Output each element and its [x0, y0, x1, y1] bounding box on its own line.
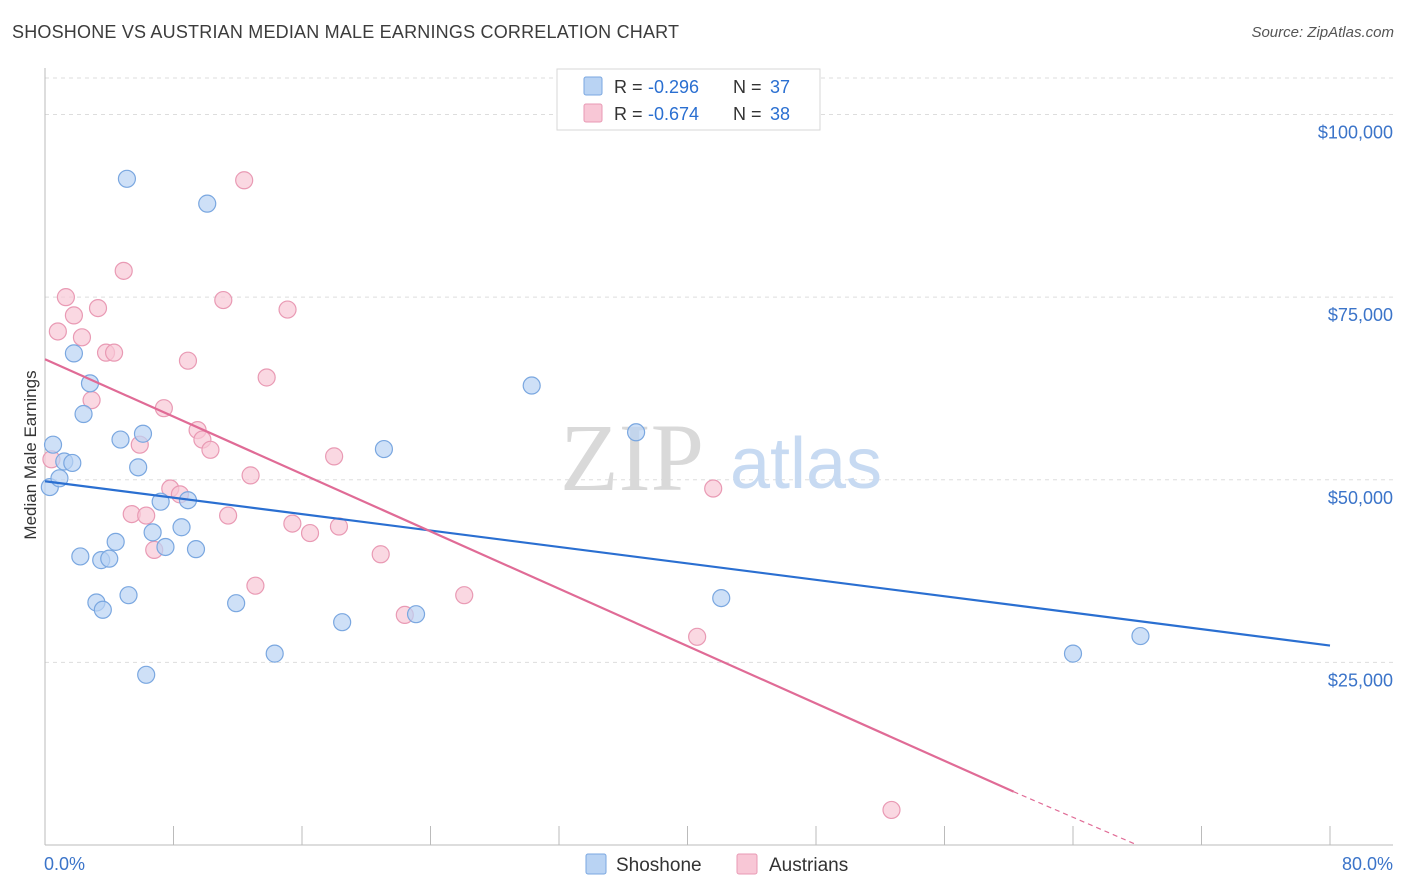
austrians-point	[882, 800, 901, 820]
shoshone-point	[1063, 644, 1083, 663]
austrians-point	[300, 523, 320, 543]
grid-lines	[45, 77, 1393, 663]
y-tick-label: $25,000	[1328, 670, 1393, 690]
y-tick-label: $100,000	[1318, 123, 1393, 143]
austrians-point	[235, 171, 254, 190]
shoshone-point	[137, 665, 156, 684]
shoshone-point	[43, 435, 63, 454]
shoshone-point	[74, 404, 93, 424]
austrians-point	[56, 288, 75, 307]
austrians-point	[72, 328, 92, 347]
shoshone-point	[522, 376, 541, 395]
austrians-point	[104, 343, 124, 362]
austrians-point	[219, 506, 238, 525]
y-axis-label: Median Male Earnings	[21, 370, 40, 539]
austrians-point	[283, 514, 302, 533]
shoshone-point	[71, 547, 90, 566]
austrians-point	[88, 299, 108, 318]
bottom-legend-label-shoshone: Shoshone	[616, 855, 702, 876]
chart-source: Source: ZipAtlas.com	[1251, 24, 1394, 41]
shoshone-point	[111, 430, 130, 449]
x-ticks	[44, 826, 1331, 845]
shoshone-point	[626, 423, 646, 442]
austrians-point	[48, 322, 67, 341]
austrians-trend-line	[44, 358, 1015, 793]
shoshone-point	[100, 549, 119, 568]
correlation-legend: R = -0.296 N = 37 R = -0.674 N = 38	[556, 68, 821, 131]
shoshone-point	[133, 424, 153, 443]
shoshone-point	[186, 540, 206, 559]
austrians-point	[246, 576, 265, 595]
shoshone-point	[143, 523, 162, 542]
legend-r-label-2: R =	[614, 104, 643, 124]
shoshone-trend-line	[44, 480, 1331, 647]
chart-title: SHOSHONE VS AUSTRIAN MEDIAN MALE EARNING…	[12, 22, 680, 42]
austrians-point	[278, 300, 297, 319]
shoshone-point	[129, 458, 148, 477]
shoshone-point	[119, 586, 138, 605]
shoshone-point	[63, 453, 82, 473]
austrians-point	[325, 447, 344, 466]
watermark-atlas: atlas	[730, 424, 882, 504]
x-tick-label-min: 0.0%	[44, 854, 85, 874]
legend-r-value-2: -0.674	[648, 104, 699, 124]
watermark-zip: ZIP	[560, 404, 704, 511]
shoshone-point	[106, 532, 125, 551]
bottom-legend-swatch-austrians	[736, 853, 758, 875]
y-tick-label: $75,000	[1328, 305, 1393, 325]
bottom-legend-label-austrians: Austrians	[769, 855, 848, 876]
shoshone-point	[712, 588, 731, 608]
shoshone-point	[265, 644, 284, 663]
austrians-point	[64, 306, 84, 325]
shoshone-point	[117, 169, 137, 188]
legend-n-label-2: N =	[733, 104, 762, 124]
shoshone-point	[406, 605, 426, 624]
trend-lines	[44, 358, 1331, 846]
shoshone-point	[172, 518, 191, 537]
austrians-point	[114, 261, 133, 280]
y-tick-labels: $25,000 $50,000 $75,000 $100,000	[1318, 123, 1393, 691]
austrians-trend-line-extension	[1013, 791, 1138, 846]
shoshone-point	[93, 600, 112, 619]
shoshone-point	[64, 344, 84, 363]
series-legend: Shoshone Austrians	[585, 853, 848, 876]
legend-r-label-1: R =	[614, 77, 643, 97]
austrians-point	[455, 586, 474, 605]
legend-n-label-1: N =	[733, 77, 762, 97]
y-tick-label: $50,000	[1328, 488, 1393, 508]
austrians-point	[704, 479, 723, 498]
austrians-point	[178, 351, 198, 370]
shoshone-point	[198, 194, 217, 213]
shoshone-points	[40, 169, 1150, 684]
shoshone-point	[1131, 626, 1150, 646]
shoshone-point	[374, 439, 394, 459]
austrians-point	[214, 290, 233, 310]
shoshone-point	[227, 594, 246, 613]
legend-swatch-shoshone	[583, 76, 603, 96]
legend-swatch-austrians	[583, 103, 603, 123]
austrians-point	[137, 506, 156, 525]
austrians-point	[257, 368, 276, 387]
austrians-point	[241, 466, 260, 485]
shoshone-point	[156, 537, 175, 557]
legend-n-value-2: 38	[770, 104, 790, 124]
austrians-point	[688, 627, 707, 646]
legend-n-value-1: 37	[770, 77, 790, 97]
austrians-point	[201, 440, 220, 459]
legend-r-value-1: -0.296	[648, 77, 699, 97]
bottom-legend-swatch-shoshone	[585, 853, 607, 875]
x-tick-label-max: 80.0%	[1342, 854, 1393, 874]
shoshone-point	[333, 613, 352, 632]
watermark: ZIP atlas	[560, 404, 882, 511]
austrians-point	[371, 545, 390, 564]
